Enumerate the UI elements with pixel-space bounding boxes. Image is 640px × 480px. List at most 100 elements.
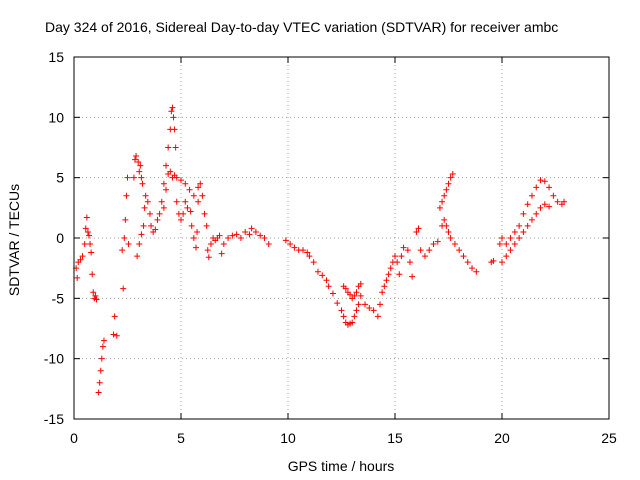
- y-tick-label: -10: [44, 351, 64, 367]
- data-point: [124, 174, 131, 181]
- data-point: [121, 235, 128, 241]
- data-point: [88, 249, 95, 256]
- data-point: [383, 277, 390, 284]
- data-point: [329, 290, 336, 297]
- data-point: [456, 247, 463, 254]
- data-point: [125, 241, 132, 248]
- data-point: [197, 180, 204, 187]
- data-point: [421, 253, 428, 260]
- data-point: [366, 304, 373, 311]
- data-points: [73, 104, 568, 396]
- data-point: [136, 168, 143, 175]
- x-tick-label: 20: [494, 430, 510, 446]
- data-point: [385, 271, 392, 278]
- data-point: [89, 271, 96, 278]
- data-point: [362, 301, 369, 308]
- data-point: [137, 162, 144, 169]
- data-point: [111, 313, 118, 320]
- data-point: [507, 235, 514, 241]
- data-point: [148, 222, 155, 229]
- data-point: [516, 235, 523, 241]
- data-point: [499, 235, 505, 241]
- data-point: [83, 214, 90, 221]
- data-point: [413, 228, 420, 235]
- data-point: [490, 257, 497, 264]
- data-point: [357, 280, 364, 287]
- data-point: [528, 216, 535, 223]
- data-point: [136, 241, 143, 248]
- y-tick-label: 0: [56, 230, 64, 246]
- x-axis-label: GPS time / hours: [287, 458, 395, 474]
- data-point: [314, 268, 321, 275]
- data-point: [252, 228, 259, 235]
- data-point: [439, 198, 446, 205]
- data-point: [195, 184, 202, 191]
- data-point: [156, 210, 163, 217]
- data-point: [205, 254, 212, 261]
- data-point: [334, 300, 341, 307]
- data-point: [77, 256, 84, 263]
- data-point: [173, 198, 180, 205]
- y-tick-label: 10: [48, 109, 64, 125]
- data-point: [140, 222, 147, 229]
- data-point: [451, 241, 458, 248]
- data-point: [123, 192, 130, 199]
- data-point: [325, 283, 332, 290]
- data-point: [533, 210, 540, 217]
- data-point: [417, 247, 424, 254]
- data-point: [99, 343, 106, 350]
- data-point: [182, 180, 189, 187]
- data-point: [195, 198, 202, 205]
- data-point: [503, 253, 510, 260]
- data-point: [340, 313, 347, 320]
- y-tick-label: -15: [44, 411, 64, 427]
- data-point: [387, 265, 394, 272]
- data-point: [207, 241, 214, 248]
- data-point: [561, 198, 568, 205]
- data-point: [443, 186, 450, 193]
- data-point: [511, 241, 518, 248]
- data-point: [396, 271, 403, 278]
- data-point: [445, 180, 452, 187]
- data-point: [447, 174, 454, 181]
- x-tick-label: 5: [177, 430, 185, 446]
- data-point: [134, 253, 141, 260]
- data-point: [404, 247, 411, 254]
- data-point: [120, 285, 127, 292]
- data-point: [142, 192, 149, 199]
- axis-ticks: 0 5 10 15 20 25 -15 -10 -5 0 5 10 15: [44, 49, 617, 446]
- data-point: [190, 192, 197, 199]
- data-point: [246, 231, 253, 238]
- data-point: [160, 204, 167, 211]
- data-point: [436, 204, 443, 211]
- data-point: [172, 144, 179, 151]
- data-point: [415, 225, 422, 232]
- x-tick-label: 15: [387, 430, 403, 446]
- data-point: [96, 379, 103, 386]
- data-point: [95, 389, 102, 396]
- data-point: [282, 237, 289, 244]
- data-point: [141, 204, 148, 211]
- data-point: [351, 292, 358, 299]
- data-point: [248, 225, 255, 232]
- data-point: [533, 184, 540, 191]
- data-point: [398, 253, 405, 260]
- x-tick-label: 0: [70, 430, 78, 446]
- data-point: [168, 108, 175, 115]
- data-point: [113, 332, 120, 339]
- data-point: [464, 259, 471, 266]
- data-point: [430, 241, 437, 248]
- data-point: [74, 274, 81, 281]
- data-point: [163, 186, 170, 193]
- data-point: [516, 222, 523, 229]
- data-point: [131, 156, 138, 163]
- data-point: [135, 158, 142, 165]
- data-point: [394, 259, 401, 266]
- x-tick-label: 10: [280, 430, 296, 446]
- data-point: [342, 285, 349, 292]
- data-point: [524, 201, 531, 208]
- data-point: [81, 241, 88, 248]
- data-point: [409, 273, 416, 280]
- data-point: [192, 244, 199, 251]
